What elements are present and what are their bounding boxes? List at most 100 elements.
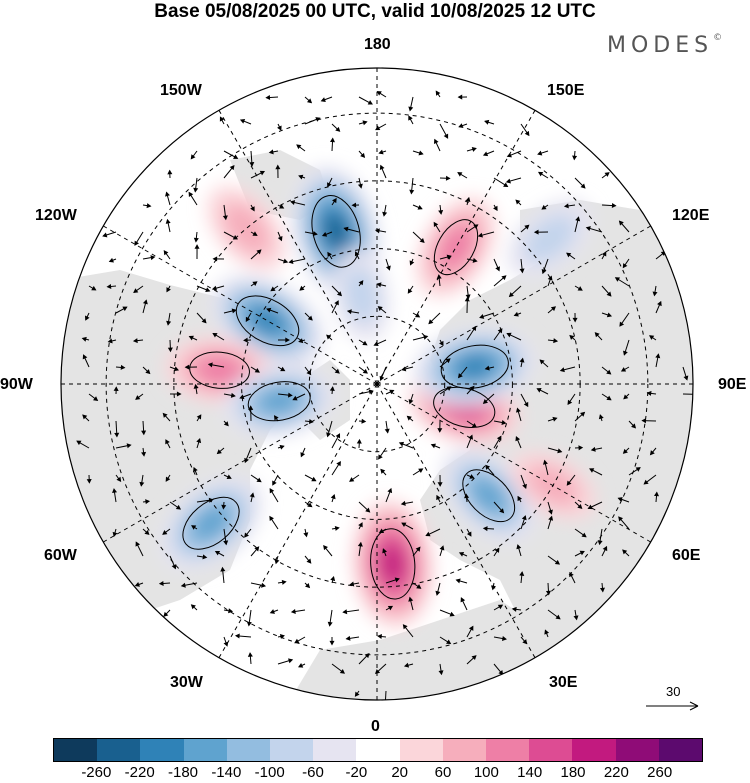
wind-vector-head — [244, 457, 249, 464]
wind-vector-head — [339, 668, 346, 674]
wind-vector-head — [234, 633, 240, 639]
wind-vector-head — [279, 444, 285, 450]
wind-vector-head — [618, 516, 624, 522]
wind-vector-head — [279, 634, 285, 639]
wind-vector-head — [619, 321, 625, 327]
wind-vector-head — [326, 334, 332, 340]
colorbar-tick-label: -20 — [345, 764, 368, 781]
colorbar-swatch — [313, 739, 357, 761]
wind-vector-head — [82, 354, 88, 360]
wind-vector-head — [555, 614, 561, 620]
wind-vector-head — [106, 283, 112, 289]
wind-vector-head — [482, 526, 488, 532]
wind-vector-head — [327, 251, 332, 258]
wind-vector-head — [384, 702, 387, 705]
wind-vector-head — [269, 488, 275, 494]
colorbar-swatch — [226, 739, 271, 761]
wind-vector-head — [499, 508, 505, 514]
wind-vector-head — [468, 434, 473, 440]
wind-vector-head — [566, 480, 572, 486]
wind-vector-head — [566, 252, 572, 258]
wind-vector-head — [580, 411, 586, 417]
wind-vector-head — [250, 206, 255, 212]
wind-vector-head — [305, 583, 311, 589]
wind-vector-head — [587, 504, 593, 510]
wind-vector-head — [327, 182, 332, 188]
wind-vector-head — [547, 275, 553, 281]
wind-vector-head — [208, 497, 214, 503]
colorbar-swatch — [54, 739, 98, 761]
wind-vector-head — [400, 500, 406, 506]
anomaly-band — [193, 506, 229, 540]
wind-vector-head — [193, 466, 198, 473]
wind-vector-head — [230, 392, 236, 398]
wind-vector-head — [435, 90, 441, 96]
wind-vector-head — [516, 407, 521, 413]
wind-vector-head — [652, 291, 658, 297]
wind-vector-head — [268, 149, 274, 155]
wind-vector-head — [150, 255, 156, 261]
wind-vector-head — [288, 259, 294, 265]
colorbar-tick-label: 180 — [560, 764, 586, 781]
colorbar-swatch — [529, 739, 573, 761]
colorbar-tick-label: -260 — [81, 764, 112, 781]
wind-vector-head — [269, 515, 274, 522]
wind-vector-head — [229, 165, 235, 171]
wind-vector-head — [220, 566, 226, 572]
wind-vector-head — [290, 608, 296, 614]
wind-vector-head — [188, 335, 194, 341]
wind-vector-head — [327, 621, 333, 627]
wind-vector-head — [437, 428, 443, 433]
wind-vector-head — [162, 530, 168, 535]
wind-vector-head — [517, 495, 523, 502]
wind-vector-head — [167, 347, 173, 353]
colorbar-swatch — [615, 739, 659, 761]
wind-vector-head — [354, 691, 360, 697]
wind-vector-head — [589, 468, 595, 473]
wind-vector-head — [158, 580, 164, 586]
wind-vector-head — [506, 152, 512, 158]
wind-vector-head — [343, 226, 349, 232]
wind-vector-head — [602, 545, 608, 552]
wind-vector-head — [472, 257, 478, 263]
lon-label-30w: 30W — [170, 674, 203, 691]
wind-vector-head — [379, 375, 385, 382]
wind-vector-head — [377, 306, 383, 311]
wind-vector-head — [193, 237, 199, 243]
wind-vector-head — [113, 386, 119, 392]
wind-vector-head — [643, 479, 649, 485]
wind-vector-head — [497, 328, 503, 334]
wind-vector-head — [239, 118, 246, 124]
wind-vector-head — [577, 286, 583, 291]
wind-vector-head — [446, 386, 452, 391]
wind-vector-head — [581, 532, 587, 538]
wind-vector-head — [407, 288, 413, 294]
wind-vector-head — [387, 487, 393, 494]
wind-vector-head — [211, 285, 218, 291]
wind-vector-head — [323, 545, 328, 551]
wind-vector-head — [465, 196, 471, 202]
colorbar-swatch — [183, 739, 227, 761]
wind-vector-head — [249, 162, 255, 167]
wind-vector-head — [112, 488, 118, 494]
anomaly-band — [222, 202, 271, 255]
wind-vector-head — [221, 504, 227, 510]
wind-vector-head — [162, 412, 168, 418]
wind-vector-head — [84, 315, 90, 321]
wind-vector-head — [524, 224, 530, 230]
wind-vector-head — [132, 338, 138, 344]
wind-vector-head — [522, 639, 528, 645]
wind-vector-head — [620, 367, 627, 372]
wind-vector-head — [223, 421, 229, 427]
wind-vector-head — [401, 522, 407, 527]
wind-vector-head — [120, 364, 126, 370]
wind-vector-head — [423, 334, 429, 340]
brand-mark: © — [713, 33, 723, 43]
wind-vector-head — [572, 317, 578, 323]
wind-vector-head — [614, 277, 621, 282]
wind-vector-head — [252, 231, 258, 236]
colorbar-tick-label: -220 — [124, 764, 155, 781]
wind-vector-head — [142, 299, 148, 305]
anomaly-band — [343, 266, 379, 324]
wind-vector-head — [349, 477, 355, 482]
